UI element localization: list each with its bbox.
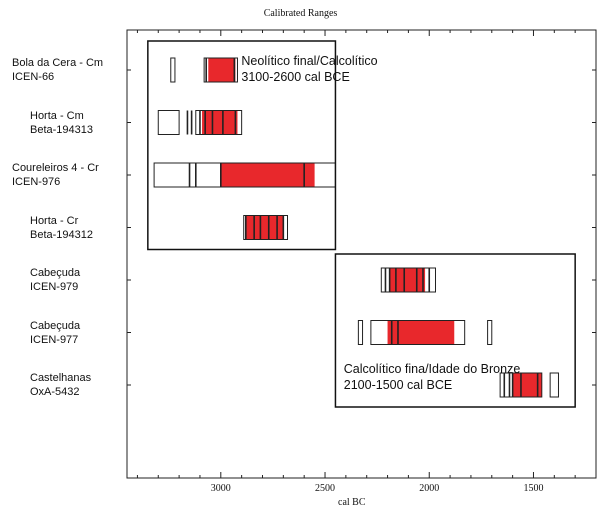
- range-outline-1: [157, 110, 180, 135]
- y-label-lab-code: ICEN-976: [12, 176, 61, 188]
- x-tick-label: 3000: [210, 483, 231, 494]
- y-label-lab-code: OxA-5432: [30, 386, 80, 398]
- y-label-lab-code: Beta-194312: [30, 228, 93, 241]
- y-label: Cabeçuda ICEN-977: [30, 319, 142, 347]
- range-red-1: [202, 110, 238, 135]
- period-box-1: [334, 253, 576, 408]
- range-red-4: [389, 268, 426, 292]
- y-label: Bola da Cera - Cm ICEN-66: [12, 56, 124, 84]
- plot-frame: [126, 29, 597, 479]
- range-outline-0: [203, 57, 238, 83]
- y-label: Coureleiros 4 - Cr ICEN-976: [12, 161, 124, 189]
- annotation-chalcolithic: Calcolítico fina/Idade do Bronze 2100-15…: [344, 361, 521, 393]
- x-tick-label: 2000: [419, 483, 440, 494]
- y-label-site: Horta - Cm: [30, 109, 84, 122]
- range-outline-1: [195, 110, 243, 135]
- y-label-site: Cabeçuda: [30, 267, 81, 279]
- range-red-2: [220, 163, 315, 187]
- annotation-neolithic-line2: 3100-2600 cal BCE: [241, 70, 350, 84]
- y-label-site: Castelhanas: [30, 372, 92, 384]
- range-outline-5: [370, 320, 466, 345]
- range-outline-4: [380, 267, 436, 293]
- y-label-lab-code: ICEN-979: [30, 281, 79, 293]
- y-label-lab-code: Beta-194313: [30, 123, 93, 136]
- y-label-site: Cabeçuda: [30, 319, 81, 332]
- y-label: Castelhanas OxA-5432: [30, 371, 142, 399]
- y-label-site: Coureleiros 4 - Cr: [12, 162, 99, 174]
- y-label-site: Horta - Cr: [30, 214, 79, 227]
- annotation-chalcolithic-line2: 2100-1500 cal BCE: [343, 378, 453, 392]
- range-outline-5: [357, 320, 364, 345]
- y-label-lab-code: ICEN-66: [12, 71, 55, 83]
- x-tick-label: 2500: [315, 483, 336, 494]
- annotation-neolithic-line1: Neolítico final/Calcolítico: [241, 54, 378, 68]
- range-red-0: [208, 58, 236, 82]
- y-label: Horta - Cr Beta-194312: [30, 214, 142, 242]
- range-outline-6: [549, 372, 559, 398]
- x-axis-title: cal BC: [338, 497, 366, 508]
- range-outline-5: [487, 320, 493, 345]
- period-box-0: [147, 40, 337, 251]
- range-outline-0: [170, 57, 176, 83]
- y-label-lab-code: ICEN-977: [30, 333, 79, 346]
- y-label: Horta - Cm Beta-194313: [30, 109, 142, 137]
- x-tick-label: 1500: [523, 483, 544, 494]
- range-outline-3: [243, 215, 289, 240]
- annotation-chalcolithic-line1: Calcolítico fina/Idade do Bronze: [343, 362, 521, 376]
- y-label: Cabeçuda ICEN-979: [30, 266, 142, 294]
- chart-title: Calibrated Ranges: [263, 8, 338, 19]
- annotation-neolithic: Neolítico final/Calcolítico 3100-2600 ca…: [241, 53, 377, 85]
- y-label-site: Bola da Cera - Cm: [12, 57, 104, 69]
